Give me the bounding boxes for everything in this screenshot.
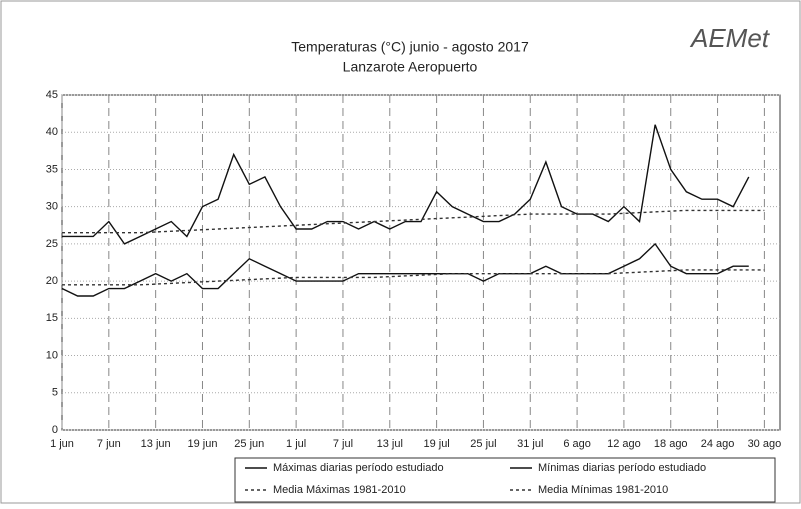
legend-label: Media Mínimas 1981-2010	[538, 484, 668, 496]
series-line	[62, 124, 750, 245]
x-tick-label: 19 jul	[423, 438, 449, 450]
y-tick-label: 20	[46, 275, 58, 287]
x-tick-label: 1 jun	[50, 438, 74, 450]
y-tick-label: 35	[46, 163, 58, 175]
x-tick-label: 31 jul	[517, 438, 543, 450]
x-tick-label: 13 jul	[377, 438, 403, 450]
legend-label: Media Máximas 1981-2010	[273, 484, 406, 496]
chart-subtitle: Lanzarote Aeropuerto	[343, 59, 478, 75]
x-tick-label: 7 jun	[97, 438, 121, 450]
x-tick-label: 25 jul	[470, 438, 496, 450]
x-tick-label: 25 jun	[234, 438, 264, 450]
legend-label: Máximas diarias período estudiado	[273, 462, 444, 474]
plot-area	[61, 94, 781, 431]
x-tick-label: 1 jul	[286, 438, 306, 450]
x-tick-label: 24 ago	[701, 438, 735, 450]
y-tick-label: 0	[52, 424, 58, 436]
logo: AEMet	[689, 23, 771, 53]
chart-title: Temperaturas (°C) junio - agosto 2017	[291, 39, 529, 55]
y-tick-label: 30	[46, 201, 58, 213]
y-tick-label: 25	[46, 238, 58, 250]
x-tick-label: 12 ago	[607, 438, 641, 450]
legend-label: Mínimas diarias período estudiado	[538, 462, 706, 474]
y-tick-label: 40	[46, 126, 58, 138]
x-tick-label: 7 jul	[333, 438, 353, 450]
y-tick-label: 15	[46, 312, 58, 324]
x-tick-label: 13 jun	[141, 438, 171, 450]
x-tick-label: 19 jun	[187, 438, 217, 450]
x-tick-label: 18 ago	[654, 438, 688, 450]
y-tick-label: 45	[46, 89, 58, 101]
legend	[234, 457, 776, 503]
series-line	[61, 242, 749, 297]
y-tick-label: 5	[52, 387, 58, 399]
x-tick-label: 30 ago	[748, 438, 782, 450]
x-tick-label: 6 ago	[563, 438, 591, 450]
y-tick-label: 10	[46, 349, 58, 361]
